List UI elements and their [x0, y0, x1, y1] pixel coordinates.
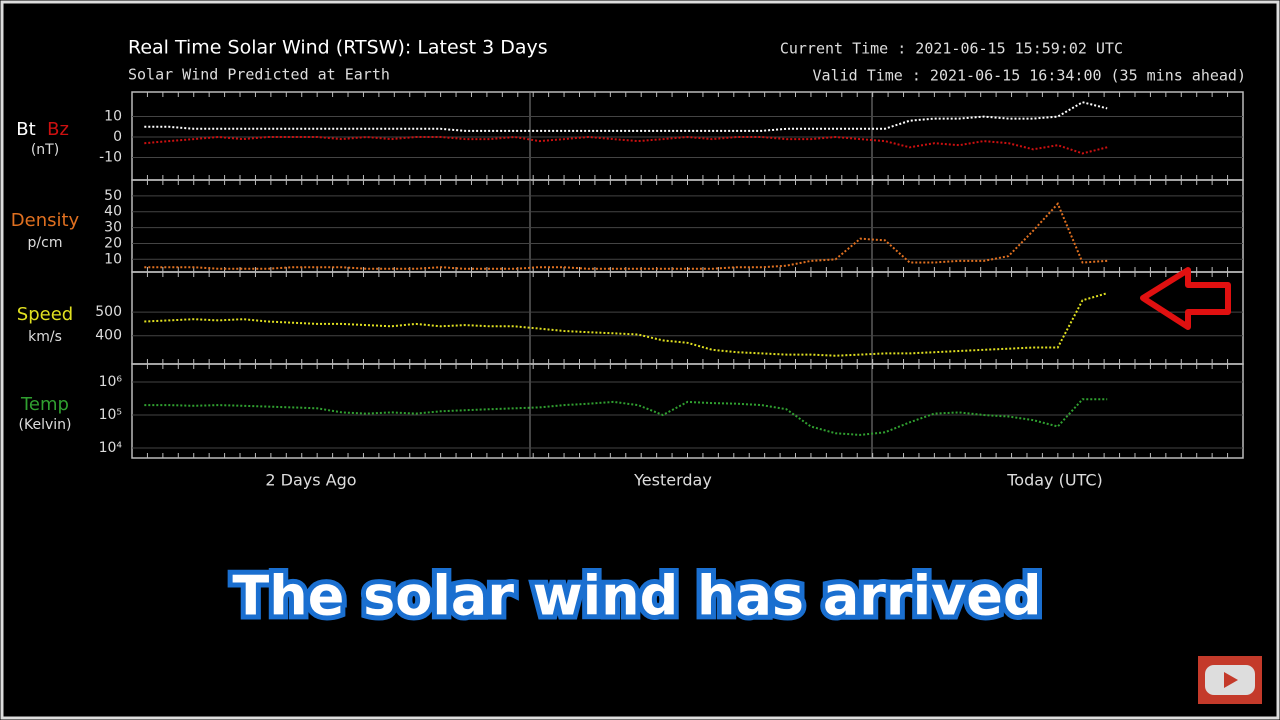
y-tick-label: 20	[104, 235, 122, 251]
series-line	[144, 292, 1108, 357]
subtitle: Solar Wind Predicted at Earth	[128, 66, 390, 84]
y-tick-label: 40	[104, 204, 122, 220]
current-time: Current Time : 2021-06-15 15:59:02 UTC	[780, 40, 1123, 58]
y-tick-label: 10⁵	[99, 407, 122, 423]
y-tick-label: 400	[95, 328, 122, 344]
unit-label: (Kelvin)	[19, 417, 72, 433]
series-line	[144, 398, 1108, 436]
series-line	[144, 201, 1108, 270]
y-tick-label: 10	[104, 251, 122, 267]
x-label: Today (UTC)	[1006, 471, 1103, 490]
y-tick-label: 30	[104, 220, 122, 236]
y-tick-label: 10	[104, 109, 122, 125]
series-label: Speed	[17, 304, 73, 325]
unit-label: (nT)	[31, 142, 59, 158]
series-label: Temp	[20, 394, 69, 415]
arrow	[1140, 267, 1231, 330]
x-label: 2 Days Ago	[265, 471, 356, 490]
x-label: Yesterday	[633, 471, 712, 490]
y-tick-label: 50	[104, 188, 122, 204]
y-tick-label: 500	[95, 304, 122, 320]
valid-time: Valid Time : 2021-06-15 16:34:00 (35 min…	[813, 67, 1246, 85]
series-label: Bt	[16, 119, 35, 140]
y-tick-label: 0	[113, 129, 122, 145]
y-tick-label: 10⁴	[99, 440, 123, 456]
unit-label: p/cm	[28, 235, 63, 251]
youtube-logo[interactable]	[1198, 656, 1262, 704]
series-label: Bz	[47, 119, 69, 140]
caption: The solar wind has arrived	[232, 565, 1041, 628]
unit-label: km/s	[28, 329, 62, 345]
y-tick-label: 10⁶	[99, 374, 123, 390]
chart-title: Real Time Solar Wind (RTSW): Latest 3 Da…	[128, 37, 548, 59]
y-tick-label: -10	[99, 149, 122, 165]
plots: 2 Days Ago Yesterday Today (UTC) 10 0 -10 Bt Bz…	[11, 91, 1244, 490]
series-line	[144, 135, 1108, 155]
series-line	[144, 101, 1108, 132]
series-label: Density	[11, 210, 80, 231]
